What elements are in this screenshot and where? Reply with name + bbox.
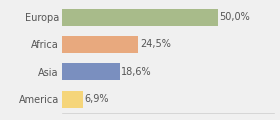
- Bar: [62, 63, 120, 80]
- Text: 18,6%: 18,6%: [121, 67, 152, 77]
- Bar: [62, 9, 218, 26]
- Text: 50,0%: 50,0%: [220, 12, 250, 22]
- Text: 24,5%: 24,5%: [140, 39, 171, 49]
- Bar: [62, 36, 138, 53]
- Text: 6,9%: 6,9%: [85, 94, 109, 104]
- Bar: [62, 91, 83, 108]
